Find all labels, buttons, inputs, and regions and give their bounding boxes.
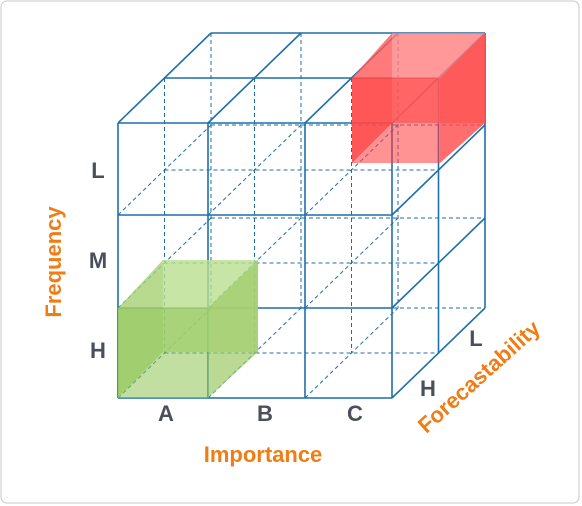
- frequency-axis-title: Frequency: [41, 206, 66, 318]
- hidden-edge: [304, 307, 399, 399]
- hidden-edge: [117, 124, 212, 216]
- importance-label: A: [158, 401, 174, 426]
- grid-edge: [391, 124, 486, 216]
- grid-edge: [117, 32, 212, 124]
- forecastability-label: H: [420, 376, 436, 401]
- red-cube: [352, 33, 485, 163]
- frequency-label: M: [89, 248, 107, 273]
- frequency-label: L: [91, 158, 104, 183]
- importance-axis-title: Importance: [204, 442, 323, 467]
- hidden-edge: [207, 124, 302, 216]
- hidden-edge: [304, 217, 399, 309]
- grid-edge: [391, 307, 486, 399]
- green-cube: [118, 260, 258, 398]
- grid-edge: [207, 32, 302, 124]
- importance-label: B: [257, 401, 273, 426]
- forecastability-label: L: [469, 326, 482, 351]
- importance-label: C: [347, 401, 363, 426]
- frequency-label: H: [90, 338, 106, 363]
- grid-edge: [391, 217, 486, 309]
